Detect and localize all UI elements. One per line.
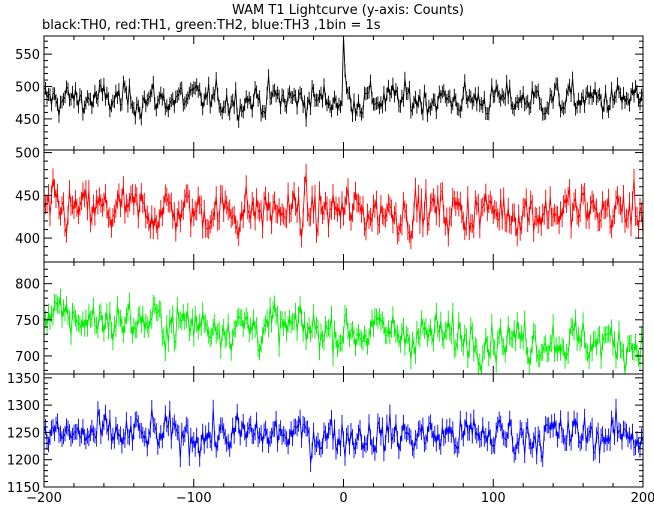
panel-th3: 1150 1200 1250 1300 1350 xyxy=(7,372,644,496)
panels-group: 4505005504004505007007508001150120012501… xyxy=(7,35,644,496)
chart-subtitle: black:TH0, red:TH1, green:TH2, blue:TH3 … xyxy=(42,18,381,33)
chart-title: WAM T1 Lightcurve (y-axis: Counts) xyxy=(232,3,464,18)
y-tick-label: 400 xyxy=(15,232,40,247)
y-tick-label: 750 xyxy=(15,314,40,329)
panel-th2: 700 750 800 xyxy=(15,261,644,375)
y-tick-label: 1150 xyxy=(7,481,40,496)
y-tick-label: 1350 xyxy=(7,372,40,387)
y-tick-label: 550 xyxy=(15,48,40,63)
y-tick-label: 1300 xyxy=(7,399,40,414)
x-tick-label: 0 xyxy=(339,491,347,505)
series-th0 xyxy=(44,36,643,128)
panel-th0: 450 500 550 xyxy=(15,35,644,151)
series-th1 xyxy=(44,164,643,250)
x-tick-label: 200 xyxy=(631,491,654,505)
y-tick-label: 1250 xyxy=(7,426,40,441)
y-tick-label: 450 xyxy=(15,189,40,204)
series-th3 xyxy=(44,398,643,472)
x-axis: −200 −100 0 100 200 xyxy=(26,491,654,505)
y-tick-label: 500 xyxy=(15,147,40,162)
y-tick-label: 500 xyxy=(15,81,40,96)
y-tick-label: 450 xyxy=(15,113,40,128)
x-tick-label: −100 xyxy=(176,491,212,505)
y-tick-label: 1200 xyxy=(7,454,40,469)
series-th2 xyxy=(44,288,643,374)
y-tick-label: 700 xyxy=(15,350,40,365)
panel-th1: 400 450 500 xyxy=(15,147,644,263)
y-tick-label: 800 xyxy=(15,278,40,293)
x-tick-label: 100 xyxy=(481,491,506,505)
x-tick-label: −200 xyxy=(26,491,62,505)
